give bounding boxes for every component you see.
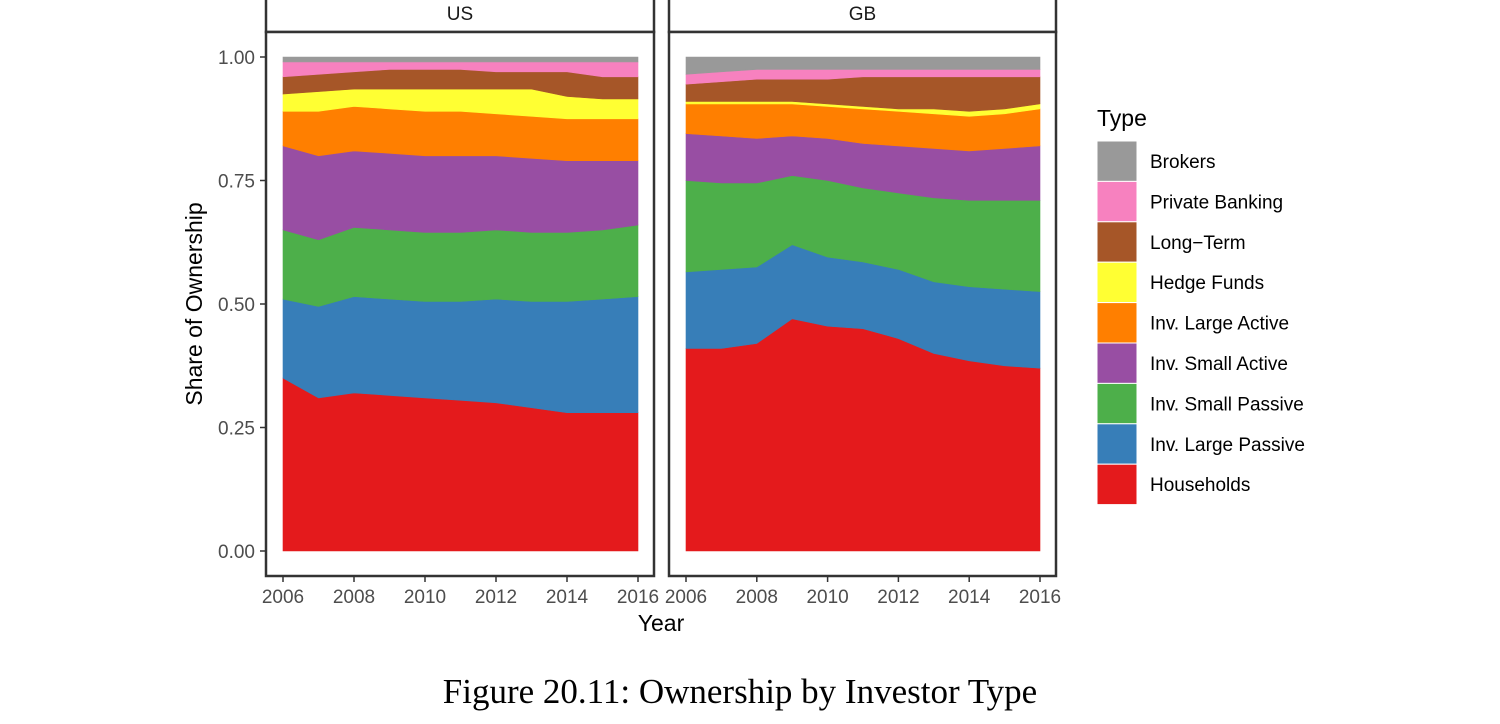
facet-label: US xyxy=(447,4,473,25)
legend-title: Type xyxy=(1097,105,1147,131)
area-brokers xyxy=(685,56,1041,75)
legend-key xyxy=(1096,221,1138,263)
area-inv-small-passive xyxy=(282,224,639,307)
legend-label: Inv. Small Active xyxy=(1150,354,1288,375)
area-layers xyxy=(282,56,639,552)
x-tick-label: 2014 xyxy=(948,587,991,608)
x-tick-label: 2014 xyxy=(546,587,589,608)
figure-caption: Figure 20.11: Ownership by Investor Type xyxy=(442,672,1038,711)
legend-label: Inv. Large Active xyxy=(1150,314,1289,335)
legend-key xyxy=(1096,140,1138,182)
legend-label: Brokers xyxy=(1150,152,1215,173)
panel-border xyxy=(667,30,1058,578)
legend-key xyxy=(1096,423,1138,465)
y-axis-title: Share of Ownership xyxy=(181,202,207,405)
facet-label: GB xyxy=(849,4,876,25)
legend-label: Hedge Funds xyxy=(1150,273,1264,294)
legend-entry: Brokers xyxy=(1096,140,1215,182)
legend-label: Private Banking xyxy=(1150,192,1283,213)
x-tick-label: 2016 xyxy=(617,587,659,608)
legend-entry: Long−Term xyxy=(1096,221,1246,263)
legend-key xyxy=(1096,302,1138,344)
legend-key xyxy=(1096,382,1138,425)
x-tick-label: 2010 xyxy=(404,587,446,608)
y-tick-label: 1.00 xyxy=(218,48,255,69)
y-tick-label: 0.00 xyxy=(218,542,255,563)
area-inv-large-passive xyxy=(282,296,639,413)
facet-strip xyxy=(264,0,656,34)
legend-label: Inv. Large Passive xyxy=(1150,435,1305,456)
legend-label: Inv. Small Passive xyxy=(1150,394,1304,415)
y-tick-label: 0.50 xyxy=(218,295,255,316)
x-tick-label: 2006 xyxy=(262,587,304,608)
y-tick-label: 0.25 xyxy=(218,419,255,440)
legend-entry: Inv. Large Active xyxy=(1096,302,1289,344)
legend-entry: Inv. Small Active xyxy=(1096,342,1288,384)
legend-entry: Households xyxy=(1096,463,1250,506)
x-tick-label: 2012 xyxy=(877,587,919,608)
legend-label: Long−Term xyxy=(1150,233,1246,254)
x-tick-label: 2008 xyxy=(333,587,375,608)
panel-gb: GB 2006 2008 2010 2012 2014 2016 xyxy=(665,0,1061,608)
legend-entry: Inv. Large Passive xyxy=(1096,423,1305,465)
legend-key xyxy=(1096,463,1138,506)
area-brokers xyxy=(282,56,639,63)
x-tick-label: 2016 xyxy=(1019,587,1061,608)
y-tick-label: 0.75 xyxy=(218,172,255,193)
x-tick-label: 2006 xyxy=(665,587,707,608)
legend-entry: Inv. Small Passive xyxy=(1096,382,1304,425)
legend-entry: Hedge Funds xyxy=(1096,261,1264,304)
x-tick-label: 2010 xyxy=(806,587,848,608)
x-tick-label: 2008 xyxy=(736,587,778,608)
legend-key xyxy=(1096,180,1138,223)
legend-label: Households xyxy=(1150,475,1250,496)
panel-us: US 2006 2008 2010 2012 2014 2016 0.00 0.25 0.50 0.… xyxy=(218,0,659,608)
area-layers xyxy=(685,56,1041,552)
legend-key xyxy=(1096,342,1138,384)
legend-entry: Private Banking xyxy=(1096,180,1283,223)
x-tick-label: 2012 xyxy=(475,587,517,608)
legend-key xyxy=(1096,261,1138,304)
x-axis-title: Year xyxy=(638,610,685,636)
